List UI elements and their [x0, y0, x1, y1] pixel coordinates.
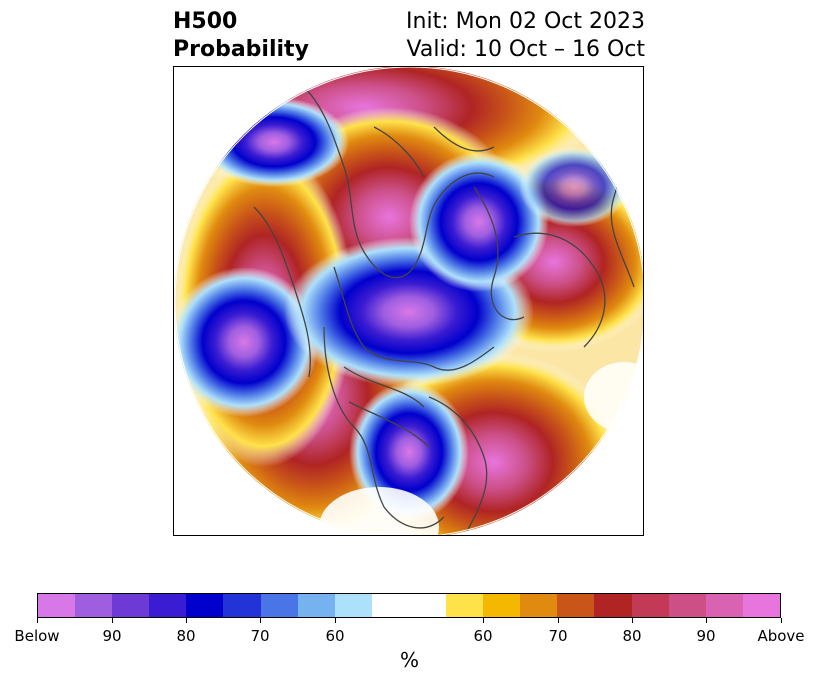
colorbar-segment: [705, 594, 743, 617]
colorbar-segment: [631, 594, 669, 617]
colorbar-segment: [408, 594, 447, 617]
colorbar-segment: [149, 594, 187, 617]
colorbar-tick-label: 80: [176, 627, 196, 645]
colorbar-segment: [260, 594, 298, 617]
valid-period: Valid: 10 Oct – 16 Oct: [406, 37, 645, 62]
colorbar-tick: [557, 618, 559, 623]
colorbar: [37, 593, 781, 618]
colorbar-tick: [334, 618, 336, 623]
colorbar-tick: [185, 618, 187, 623]
colorbar-segment: [371, 594, 409, 617]
colorbar-segment: [112, 594, 150, 617]
probability-map: [173, 66, 644, 536]
colorbar-segment: [223, 594, 261, 617]
map-svg: [174, 67, 643, 535]
colorbar-segment: [520, 594, 558, 617]
colorbar-segment: [186, 594, 224, 617]
colorbar-segment: [334, 594, 372, 617]
colorbar-tick-label: 80: [622, 627, 642, 645]
colorbar-tick: [631, 618, 633, 623]
title-variable: H500: [173, 9, 238, 34]
probability-field: [174, 67, 643, 535]
colorbar-segment: [742, 594, 780, 617]
colorbar-segment: [38, 594, 76, 617]
title-product: Probability: [173, 37, 309, 62]
colorbar-tick-label: 90: [102, 627, 122, 645]
colorbar-tick-label: 60: [473, 627, 493, 645]
colorbar-tick: [111, 618, 113, 623]
coastlines: [253, 86, 635, 535]
colorbar-tick: [259, 618, 261, 623]
colorbar-segment: [75, 594, 113, 617]
colorbar-segment: [297, 594, 335, 617]
init-date: Init: Mon 02 Oct 2023: [406, 9, 645, 34]
colorbar-segment: [668, 594, 706, 617]
colorbar-segment: [594, 594, 632, 617]
colorbar-tick-label: 70: [250, 627, 270, 645]
colorbar-ticks: Below 90 80 70 60 60 70 80 90 Above: [0, 618, 819, 648]
colorbar-tick-label: 60: [325, 627, 345, 645]
colorbar-segment: [446, 594, 484, 617]
colorbar-tick-label: Above: [757, 627, 805, 645]
colorbar-tick: [36, 618, 38, 623]
colorbar-tick-label: 90: [696, 627, 716, 645]
colorbar-tick: [780, 618, 782, 623]
colorbar-segment: [557, 594, 595, 617]
title-right: Init: Mon 02 Oct 2023 Valid: 10 Oct – 16…: [406, 8, 645, 64]
colorbar-segment: [483, 594, 521, 617]
colorbar-unit: %: [399, 648, 419, 672]
colorbar-tick: [482, 618, 484, 623]
title-left: H500 Probability: [173, 8, 309, 64]
colorbar-tick-label: Below: [14, 627, 60, 645]
colorbar-tick: [705, 618, 707, 623]
colorbar-tick-label: 70: [548, 627, 568, 645]
